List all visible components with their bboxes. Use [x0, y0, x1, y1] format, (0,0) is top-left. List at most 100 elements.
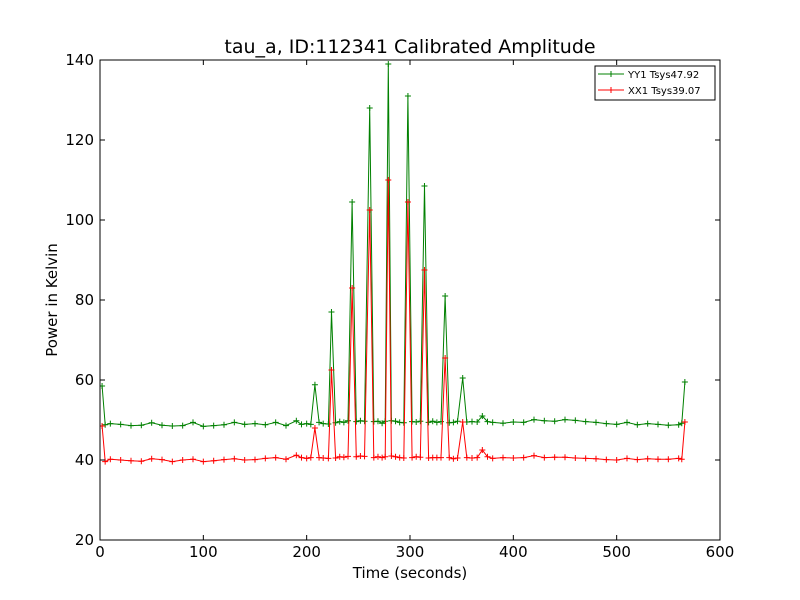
data-point-marker [303, 420, 310, 427]
data-point-marker [675, 455, 682, 462]
data-point-marker [128, 422, 134, 429]
data-point-marker [303, 455, 310, 462]
data-point-marker [328, 309, 335, 315]
data-point-marker [484, 418, 491, 425]
data-point-marker [454, 455, 461, 461]
data-point-marker [361, 453, 368, 460]
data-point-marker [307, 421, 314, 428]
data-point-marker [531, 452, 537, 459]
data-point-marker [459, 375, 466, 381]
series-1 [100, 61, 688, 430]
data-point-marker [102, 458, 109, 465]
data-point-marker [361, 418, 368, 425]
data-point-marker [311, 381, 318, 388]
data-point-marker [417, 418, 424, 425]
data-point-marker [210, 457, 217, 464]
data-point-marker [107, 456, 114, 463]
data-point-marker [388, 453, 395, 459]
data-point-marker [382, 453, 389, 460]
data-point-marker [644, 420, 651, 427]
data-point-marker [417, 454, 424, 461]
data-point-marker [392, 418, 399, 425]
data-point-marker [582, 418, 589, 425]
data-point-marker [500, 454, 506, 461]
data-point-marker [190, 419, 196, 426]
data-point-marker [316, 419, 323, 426]
data-point-marker [469, 418, 475, 425]
data-point-marker [593, 419, 599, 426]
data-point-marker [179, 457, 186, 463]
data-point-marker [421, 267, 428, 273]
data-point-marker [138, 422, 145, 429]
data-point-marker [128, 457, 134, 464]
data-point-marker [484, 453, 491, 460]
y-tick-label: 100 [65, 211, 94, 229]
data-point-marker [311, 425, 318, 431]
data-point-marker [450, 419, 457, 426]
data-point-marker [392, 453, 399, 460]
data-point-marker [479, 413, 486, 419]
data-point-marker [102, 421, 109, 428]
legend-marker [608, 71, 614, 77]
x-tick-label: 600 [706, 543, 735, 561]
data-point-marker [272, 419, 279, 426]
data-point-marker [474, 419, 481, 425]
data-point-marker [190, 456, 196, 463]
data-point-marker [603, 420, 610, 427]
y-tick-label: 20 [75, 531, 94, 549]
legend: YY1 Tsys47.92 XX1 Tsys39.07 [594, 65, 716, 101]
data-point-marker [117, 457, 124, 463]
x-axis: 0 100 200 300 400 500 600 [95, 60, 734, 561]
data-point-marker [283, 456, 289, 463]
data-point-marker [370, 454, 377, 461]
data-point-marker [400, 419, 407, 426]
y-tick-label: 120 [65, 131, 94, 149]
data-point-marker [520, 454, 527, 461]
data-point-marker [433, 419, 440, 426]
series-2 [100, 177, 688, 465]
data-point-marker [221, 456, 227, 463]
data-point-marker [353, 453, 360, 460]
data-point-marker [404, 199, 411, 205]
data-point-marker [572, 455, 579, 461]
data-point-marker [429, 418, 436, 425]
data-point-marker [644, 455, 651, 462]
data-point-marker [252, 456, 258, 463]
data-point-marker [655, 421, 661, 428]
data-point-marker [169, 423, 176, 429]
data-point-marker [374, 418, 381, 425]
data-point-marker [340, 419, 347, 426]
data-point-marker [500, 420, 506, 427]
data-point-marker [463, 454, 470, 461]
data-point-marker [613, 457, 620, 463]
data-point-marker [541, 417, 548, 424]
data-point-marker [325, 455, 332, 462]
data-point-marker [374, 453, 381, 460]
data-point-marker [675, 421, 682, 428]
y-axis: 20 40 60 80 100 120 140 [65, 51, 720, 549]
data-point-marker [353, 418, 360, 425]
data-point-marker [293, 417, 300, 424]
series-layer [100, 61, 688, 465]
data-point-marker [624, 419, 630, 426]
data-point-marker [634, 456, 641, 463]
data-point-marker [562, 416, 568, 423]
data-point-marker [634, 421, 641, 428]
data-point-marker [681, 379, 688, 385]
y-tick-label: 40 [75, 451, 94, 469]
data-point-marker [231, 455, 238, 462]
data-point-marker [366, 207, 373, 213]
data-point-marker [328, 367, 335, 373]
data-point-marker [325, 421, 332, 427]
x-axis-label: Time (seconds) [352, 564, 468, 582]
data-point-marker [262, 421, 269, 428]
data-point-marker [200, 458, 207, 465]
data-point-marker [298, 421, 305, 428]
data-point-marker [345, 453, 351, 460]
data-point-marker [551, 454, 558, 461]
data-point-marker [593, 455, 599, 462]
chart-title: tau_a, ID:112341 Calibrated Amplitude [224, 36, 595, 58]
data-point-marker [138, 458, 145, 465]
data-point-marker [366, 105, 373, 111]
